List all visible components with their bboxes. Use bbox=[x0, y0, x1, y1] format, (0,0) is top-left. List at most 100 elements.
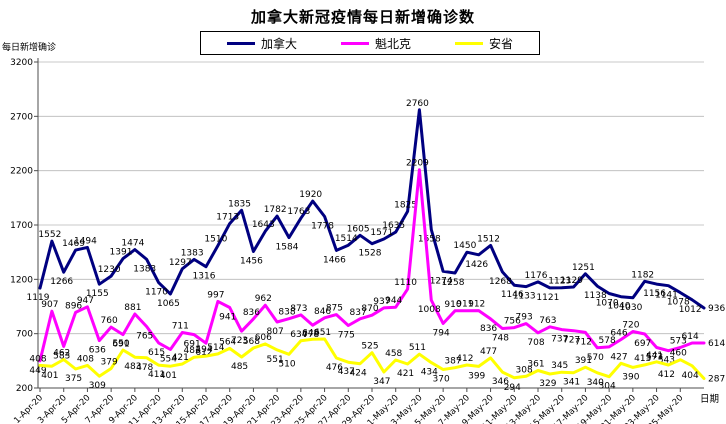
svg-text:477: 477 bbox=[480, 347, 497, 357]
svg-text:543: 543 bbox=[658, 356, 675, 366]
svg-text:413: 413 bbox=[634, 354, 651, 364]
svg-text:1123: 1123 bbox=[548, 277, 571, 287]
svg-text:304: 304 bbox=[599, 382, 616, 392]
svg-text:615: 615 bbox=[148, 348, 165, 358]
legend-label-ontario: 安省 bbox=[489, 36, 514, 51]
quebec-line bbox=[38, 168, 706, 363]
svg-text:837: 837 bbox=[350, 308, 367, 318]
svg-text:345: 345 bbox=[551, 361, 568, 371]
svg-text:437: 437 bbox=[338, 367, 355, 377]
svg-text:408: 408 bbox=[77, 354, 94, 364]
svg-text:554: 554 bbox=[160, 355, 177, 365]
svg-text:460: 460 bbox=[670, 349, 687, 359]
svg-text:1514: 1514 bbox=[335, 234, 358, 244]
svg-text:1110: 1110 bbox=[394, 278, 417, 288]
svg-text:329: 329 bbox=[539, 379, 556, 389]
quebec-series bbox=[38, 168, 706, 363]
svg-text:1835: 1835 bbox=[228, 199, 251, 209]
svg-text:510: 510 bbox=[278, 359, 295, 369]
svg-text:1119: 1119 bbox=[27, 293, 50, 303]
svg-text:723: 723 bbox=[231, 336, 248, 346]
svg-text:1182: 1182 bbox=[631, 270, 654, 280]
svg-text:651: 651 bbox=[314, 328, 331, 338]
svg-text:346: 346 bbox=[492, 377, 509, 387]
svg-text:756: 756 bbox=[504, 317, 521, 327]
svg-text:912: 912 bbox=[468, 300, 485, 310]
svg-text:1456: 1456 bbox=[240, 257, 263, 267]
canada-series bbox=[38, 108, 706, 310]
svg-text:1141: 1141 bbox=[655, 291, 678, 301]
ontario-data-labels: 4084014623754083093795504834784114014214… bbox=[29, 328, 725, 393]
svg-text:1825: 1825 bbox=[394, 200, 417, 210]
svg-text:340: 340 bbox=[587, 378, 604, 388]
svg-text:1040: 1040 bbox=[608, 302, 631, 312]
svg-text:748: 748 bbox=[492, 333, 509, 343]
svg-text:838: 838 bbox=[278, 308, 295, 318]
svg-text:462: 462 bbox=[53, 349, 70, 359]
svg-text:941: 941 bbox=[219, 312, 236, 322]
svg-text:836: 836 bbox=[243, 308, 260, 318]
svg-text:1070: 1070 bbox=[596, 298, 619, 308]
svg-text:347: 347 bbox=[373, 377, 390, 387]
svg-text:1297: 1297 bbox=[169, 258, 192, 268]
svg-text:1156: 1156 bbox=[643, 289, 666, 299]
svg-text:1643: 1643 bbox=[252, 220, 275, 230]
svg-text:997: 997 bbox=[207, 290, 224, 300]
svg-text:1008: 1008 bbox=[418, 305, 441, 315]
svg-text:794: 794 bbox=[433, 328, 450, 338]
svg-text:836: 836 bbox=[480, 324, 497, 334]
svg-text:911: 911 bbox=[456, 300, 473, 310]
svg-text:700: 700 bbox=[16, 330, 33, 340]
svg-text:583: 583 bbox=[53, 351, 70, 361]
svg-text:727: 727 bbox=[563, 336, 580, 346]
svg-text:2200: 2200 bbox=[10, 167, 33, 177]
svg-text:1528: 1528 bbox=[359, 249, 382, 259]
svg-text:648: 648 bbox=[302, 328, 319, 338]
svg-text:494: 494 bbox=[195, 345, 212, 355]
x-axis-title-text: 日期 bbox=[700, 394, 719, 405]
svg-text:875: 875 bbox=[326, 304, 343, 314]
svg-text:1510: 1510 bbox=[204, 235, 227, 245]
svg-text:573: 573 bbox=[670, 336, 687, 346]
axes bbox=[37, 58, 704, 389]
svg-text:1133: 1133 bbox=[513, 292, 536, 302]
svg-text:514: 514 bbox=[207, 343, 224, 353]
svg-text:1383: 1383 bbox=[181, 248, 204, 258]
svg-text:936: 936 bbox=[708, 304, 725, 314]
gridlines bbox=[38, 61, 704, 335]
svg-text:421: 421 bbox=[172, 353, 189, 363]
canada-line-swatch bbox=[227, 41, 255, 45]
svg-text:1700: 1700 bbox=[10, 221, 33, 231]
svg-text:614: 614 bbox=[682, 332, 699, 342]
svg-text:2760: 2760 bbox=[406, 99, 429, 109]
svg-text:476: 476 bbox=[326, 363, 343, 373]
svg-text:1176: 1176 bbox=[525, 271, 548, 281]
svg-text:370: 370 bbox=[433, 375, 450, 385]
svg-text:1138: 1138 bbox=[584, 291, 607, 301]
svg-text:341: 341 bbox=[563, 378, 580, 388]
svg-text:612: 612 bbox=[195, 348, 212, 358]
svg-text:778: 778 bbox=[302, 330, 319, 340]
svg-text:1450: 1450 bbox=[453, 241, 476, 251]
svg-text:846: 846 bbox=[314, 307, 331, 317]
svg-text:708: 708 bbox=[527, 338, 544, 348]
svg-text:287: 287 bbox=[708, 375, 725, 385]
svg-text:294: 294 bbox=[504, 383, 521, 393]
svg-text:550: 550 bbox=[112, 339, 129, 349]
svg-text:2209: 2209 bbox=[406, 159, 429, 169]
svg-text:399: 399 bbox=[468, 371, 485, 381]
svg-text:1274: 1274 bbox=[430, 276, 453, 286]
svg-text:1146: 1146 bbox=[501, 290, 524, 300]
svg-text:881: 881 bbox=[124, 303, 141, 313]
canada-line bbox=[38, 108, 706, 310]
svg-text:896: 896 bbox=[65, 301, 82, 311]
svg-text:1571: 1571 bbox=[370, 228, 393, 238]
svg-text:1251: 1251 bbox=[572, 263, 595, 273]
svg-text:1268: 1268 bbox=[489, 277, 512, 287]
svg-text:760: 760 bbox=[101, 316, 118, 326]
svg-text:458: 458 bbox=[385, 349, 402, 359]
y-axis-title: 每日新增确诊 bbox=[2, 43, 57, 53]
svg-text:691: 691 bbox=[184, 340, 201, 350]
